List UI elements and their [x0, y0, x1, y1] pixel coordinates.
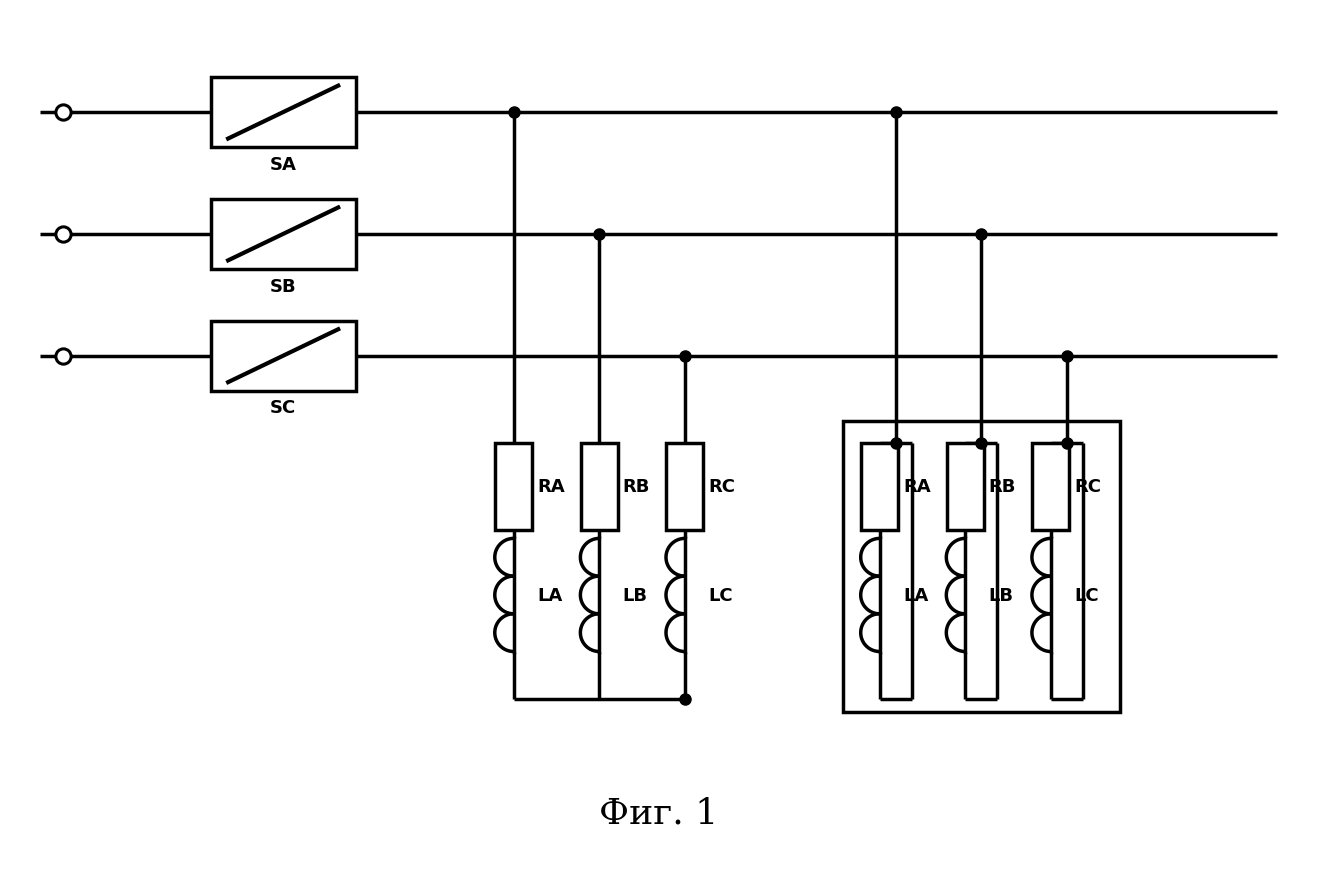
Text: LB: LB — [623, 587, 648, 604]
Text: RB: RB — [989, 478, 1015, 495]
Bar — [211, 322, 356, 391]
Bar — [495, 443, 532, 530]
Bar — [211, 78, 356, 148]
Bar — [843, 421, 1119, 713]
Text: SC: SC — [270, 399, 296, 417]
Text: RC: RC — [1075, 478, 1101, 495]
Text: RC: RC — [709, 478, 735, 495]
Text: LC: LC — [709, 587, 732, 604]
Bar — [947, 443, 984, 530]
Bar — [666, 443, 703, 530]
Text: RB: RB — [623, 478, 651, 495]
Bar — [861, 443, 898, 530]
Bar — [581, 443, 618, 530]
Text: LA: LA — [903, 587, 928, 604]
Text: RA: RA — [537, 478, 565, 495]
Text: SA: SA — [270, 156, 296, 174]
Text: LB: LB — [989, 587, 1014, 604]
Bar — [211, 200, 356, 269]
Text: Фиг. 1: Фиг. 1 — [599, 795, 718, 830]
Text: LC: LC — [1075, 587, 1098, 604]
Text: RA: RA — [903, 478, 931, 495]
Text: LA: LA — [537, 587, 562, 604]
Bar — [1033, 443, 1069, 530]
Text: SB: SB — [270, 277, 296, 295]
